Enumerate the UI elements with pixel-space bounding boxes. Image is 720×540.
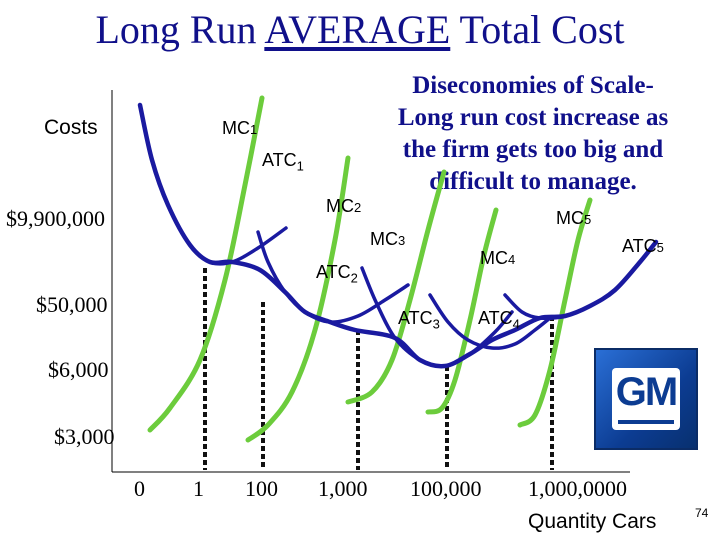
y-axis-label: Costs bbox=[44, 116, 98, 139]
curve-label-mc2: MC2 bbox=[326, 196, 361, 217]
title-suffix: Total Cost bbox=[450, 7, 625, 52]
note-line: difficult to manage. bbox=[429, 168, 637, 195]
x-tick-label: 1 bbox=[193, 476, 204, 501]
atc-curve-atc4 bbox=[428, 293, 552, 350]
curve-label-sub: 2 bbox=[350, 270, 358, 286]
curve-label-mc1: MC1 bbox=[222, 118, 257, 139]
title-emphasis: AVERAGE bbox=[264, 7, 451, 52]
note-line: the firm gets too big and bbox=[402, 136, 664, 163]
gm-logo-underline bbox=[618, 420, 674, 424]
curve-label-sub: 3 bbox=[432, 316, 440, 332]
slide-number: 74 bbox=[695, 506, 709, 520]
y-tick-label: $3,000 bbox=[54, 424, 115, 449]
curve-label-main: MC bbox=[480, 248, 508, 268]
y-tick-label: $6,000 bbox=[48, 357, 109, 382]
mc-curve-mc2 bbox=[245, 155, 351, 443]
curve-label-mc5: MC5 bbox=[556, 208, 591, 229]
curve-label-sub: 1 bbox=[296, 158, 304, 174]
x-axis-label: Quantity Cars bbox=[528, 510, 657, 533]
curve-label-atc2: ATC2 bbox=[316, 262, 358, 286]
curve-label-sub: 1 bbox=[250, 122, 258, 137]
gm-logo-text: GM bbox=[615, 370, 678, 414]
curve-label-atc3: ATC3 bbox=[398, 308, 440, 332]
curve-label-main: MC bbox=[326, 196, 354, 216]
curve-label-atc5: ATC5 bbox=[622, 236, 664, 257]
mc-curve-mc4 bbox=[425, 207, 499, 415]
curve-label-mc4: MC4 bbox=[480, 248, 515, 269]
title-prefix: Long Run bbox=[95, 7, 265, 52]
curve-label-sub: 4 bbox=[508, 252, 516, 267]
diseconomies-note: Diseconomies of Scale- Long run cost inc… bbox=[368, 70, 698, 198]
note-line: Diseconomies of Scale- bbox=[412, 72, 654, 99]
curve-label-sub: 5 bbox=[584, 212, 592, 227]
x-tick-label: 1,000,0000 bbox=[528, 476, 627, 501]
page-title: Long Run AVERAGE Total Cost bbox=[0, 6, 720, 53]
atc-curve-atc3 bbox=[360, 266, 514, 368]
gm-logo: GM bbox=[594, 348, 698, 450]
curve-label-main: MC bbox=[222, 118, 250, 138]
atc-curve-atc1 bbox=[138, 103, 288, 266]
atc-curve-atc2 bbox=[256, 230, 410, 324]
curve-label-main: ATC bbox=[316, 262, 351, 282]
x-tick-label: 100 bbox=[245, 476, 278, 501]
curve-label-sub: 5 bbox=[656, 240, 664, 255]
gm-logo-background bbox=[612, 368, 680, 430]
x-tick-label: 100,000 bbox=[410, 476, 482, 501]
curve-label-main: MC bbox=[556, 208, 584, 228]
curve-label-mc3: MC3 bbox=[370, 229, 405, 250]
curve-label-sub: 2 bbox=[354, 200, 362, 215]
atc-curve-atc5 bbox=[503, 240, 658, 320]
curve-label-sub: 3 bbox=[398, 233, 406, 248]
y-tick-label: $9,900,000 bbox=[6, 206, 105, 231]
x-tick-label: 1,000 bbox=[318, 476, 368, 501]
curve-label-main: ATC bbox=[622, 236, 657, 256]
curve-label-main: ATC bbox=[262, 150, 297, 170]
y-tick-label: $50,000 bbox=[36, 292, 108, 317]
mc-curve-mc5 bbox=[517, 197, 593, 428]
curve-label-sub: 4 bbox=[512, 316, 520, 332]
curve-label-main: ATC bbox=[398, 308, 433, 328]
mc-curve-mc3 bbox=[345, 169, 447, 405]
note-line: Long run cost increase as bbox=[397, 104, 669, 131]
curve-label-main: MC bbox=[370, 229, 398, 249]
curve-label-atc4: ATC4 bbox=[478, 308, 520, 332]
x-tick-label: 0 bbox=[134, 476, 145, 501]
mc-curve-mc1 bbox=[147, 95, 265, 433]
curve-label-main: ATC bbox=[478, 308, 513, 328]
curve-label-atc1: ATC1 bbox=[262, 150, 304, 174]
